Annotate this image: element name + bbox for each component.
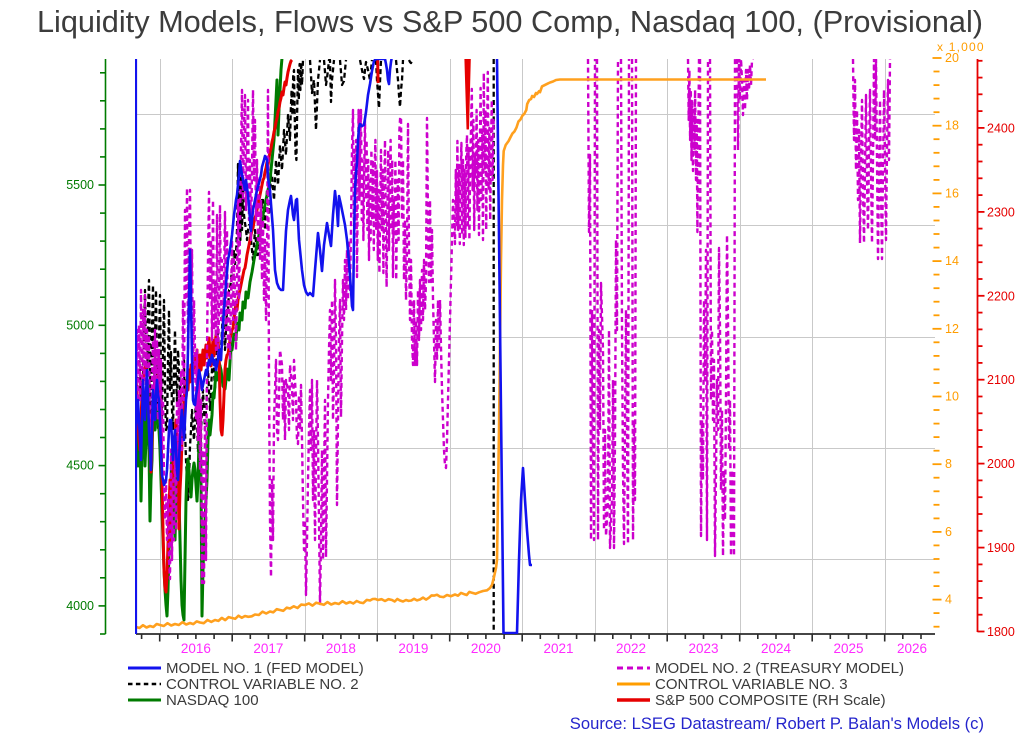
- svg-text:12: 12: [945, 322, 959, 336]
- svg-text:2400: 2400: [987, 121, 1015, 135]
- svg-text:1800: 1800: [987, 625, 1015, 639]
- svg-text:2020: 2020: [471, 641, 501, 656]
- svg-text:2026: 2026: [897, 641, 927, 656]
- svg-text:MODEL NO. 1 (FED MODEL): MODEL NO. 1 (FED MODEL): [166, 660, 364, 677]
- svg-text:2018: 2018: [326, 641, 356, 656]
- svg-text:2000: 2000: [987, 457, 1015, 471]
- svg-text:2016: 2016: [181, 641, 211, 656]
- svg-text:MODEL NO. 2 (TREASURY MODEL): MODEL NO. 2 (TREASURY MODEL): [655, 660, 904, 677]
- svg-text:2021: 2021: [543, 641, 573, 656]
- svg-text:NASDAQ 100: NASDAQ 100: [166, 692, 259, 709]
- svg-text:4: 4: [945, 593, 952, 607]
- svg-text:S&P 500 COMPOSITE (RH Scale): S&P 500 COMPOSITE (RH Scale): [655, 692, 886, 709]
- svg-text:2200: 2200: [987, 289, 1015, 303]
- svg-text:CONTROL VARIABLE NO. 3: CONTROL VARIABLE NO. 3: [655, 676, 848, 693]
- svg-text:8: 8: [945, 457, 952, 471]
- svg-text:2023: 2023: [688, 641, 718, 656]
- svg-text:CONTROL VARIABLE NO. 2: CONTROL VARIABLE NO. 2: [166, 676, 359, 693]
- svg-text:x 1,000: x 1,000: [937, 40, 985, 54]
- svg-text:10: 10: [945, 390, 959, 404]
- svg-text:5500: 5500: [66, 178, 94, 192]
- svg-text:5000: 5000: [66, 318, 94, 332]
- svg-text:1900: 1900: [987, 541, 1015, 555]
- svg-text:2100: 2100: [987, 373, 1015, 387]
- svg-text:14: 14: [945, 254, 959, 268]
- svg-text:2022: 2022: [616, 641, 646, 656]
- svg-text:2017: 2017: [253, 641, 283, 656]
- svg-text:4000: 4000: [66, 599, 94, 613]
- svg-text:18: 18: [945, 119, 959, 133]
- svg-text:Source: LSEG Datastream/ Rober: Source: LSEG Datastream/ Robert P. Balan…: [570, 714, 984, 733]
- svg-text:2024: 2024: [761, 641, 792, 656]
- svg-text:6: 6: [945, 525, 952, 539]
- svg-text:Liquidity Models, Flows vs S&P: Liquidity Models, Flows vs S&P 500 Comp,…: [37, 4, 983, 39]
- svg-text:16: 16: [945, 186, 959, 200]
- svg-text:2019: 2019: [398, 641, 428, 656]
- svg-text:2025: 2025: [833, 641, 863, 656]
- svg-text:2300: 2300: [987, 205, 1015, 219]
- svg-text:20: 20: [945, 51, 959, 65]
- svg-text:4500: 4500: [66, 459, 94, 473]
